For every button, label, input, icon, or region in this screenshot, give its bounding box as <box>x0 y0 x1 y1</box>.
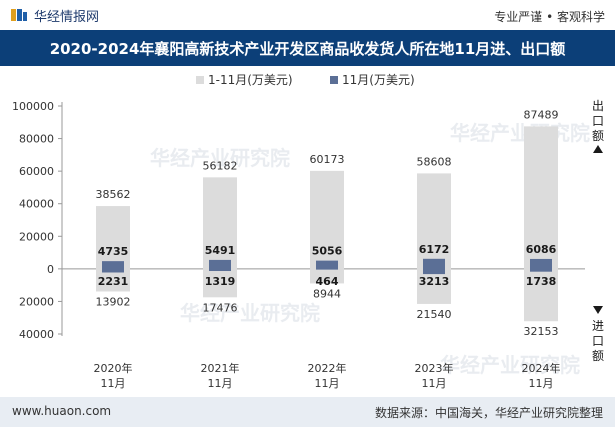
page-title: 2020-2024年襄阳高新技术产业开发区商品收发货人所在地11月进、出口额 <box>49 39 566 58</box>
label-cumulative-import: 21540 <box>417 308 452 321</box>
y-tick-label: 80000 <box>19 133 54 146</box>
title-bar: 2020-2024年襄阳高新技术产业开发区商品收发货人所在地11月进、出口额 <box>0 30 615 66</box>
bar-monthly <box>423 258 445 275</box>
bar-monthly <box>530 258 552 272</box>
label-monthly-import: 3213 <box>419 275 450 288</box>
footer: www.huaon.com 数据来源：中国海关，华经产业研究院整理 <box>0 397 615 427</box>
legend-swatch-monthly <box>330 76 338 84</box>
bars: 38562 13902 4735 2231 56182 17476 5491 1319 6017… <box>96 108 559 338</box>
y-tick-label: 100000 <box>12 100 54 113</box>
bar-monthly <box>102 261 124 273</box>
side-label-export-char: 出 <box>592 99 604 113</box>
x-tick-label: 2023年 11月 <box>415 361 454 390</box>
bar-cumulative <box>417 173 451 304</box>
x-tick-label: 2022年 11月 <box>308 361 347 390</box>
tagline: 专业严谨 • 客观科学 <box>494 10 605 24</box>
legend-swatch-cumulative <box>196 76 204 84</box>
y-tick-label: 0 <box>47 263 54 276</box>
label-monthly-export: 5491 <box>205 244 236 257</box>
side-label-import-char: 额 <box>592 349 604 363</box>
label-cumulative-export: 38562 <box>96 188 131 201</box>
label-cumulative-import: 8944 <box>313 287 341 300</box>
y-tick-label: 20000 <box>19 230 54 243</box>
brand-name: 华经情报网 <box>34 9 100 25</box>
arrow-down-icon <box>593 306 603 314</box>
watermark-text: 华经产业研究院 <box>450 121 590 145</box>
y-tick-label: 60000 <box>19 165 54 178</box>
logo-icon <box>11 9 27 21</box>
watermark-text: 华经产业研究院 <box>150 146 290 170</box>
bar-cumulative <box>96 206 130 292</box>
y-tick-label: 40000 <box>19 328 54 341</box>
label-monthly-export: 4735 <box>98 245 129 258</box>
footer-source: 数据来源：中国海关，华经产业研究院整理 <box>374 406 603 420</box>
label-monthly-import: 2231 <box>98 275 129 288</box>
top-bar: 华经情报网 专业严谨 • 客观科学 <box>0 0 615 30</box>
label-cumulative-export: 60173 <box>310 153 345 166</box>
label-cumulative-export: 87489 <box>524 108 559 121</box>
watermark-text: 华经产业研究院 <box>180 301 320 325</box>
footer-site[interactable]: www.huaon.com <box>12 404 112 418</box>
legend: 1-11月(万美元) 11月(万美元) <box>196 73 415 87</box>
y-tick-label: 40000 <box>19 198 54 211</box>
arrow-up-icon <box>593 145 603 153</box>
label-monthly-export: 6086 <box>526 243 557 256</box>
side-label-export-char: 口 <box>592 114 604 128</box>
label-cumulative-export: 58608 <box>417 155 452 168</box>
label-monthly-export: 6172 <box>419 243 450 256</box>
label-cumulative-import: 32153 <box>524 325 559 338</box>
x-axis-labels: 2020年 11月 2021年 11月 2022年 11月 2023年 11月 2024年 11月 <box>94 361 561 390</box>
side-label-import-char: 进 <box>592 319 604 333</box>
watermark-text: 华经产业研究院 <box>440 353 580 377</box>
label-monthly-import: 1319 <box>205 275 236 288</box>
bar-cumulative <box>524 126 558 322</box>
legend-label-cumulative: 1-11月(万美元) <box>208 73 293 87</box>
label-cumulative-import: 13902 <box>96 295 131 308</box>
y-tick-label: 20000 <box>19 295 54 308</box>
side-label-export-char: 额 <box>592 129 604 143</box>
bar-monthly <box>209 259 231 272</box>
side-label-import-char: 口 <box>592 334 604 348</box>
y-axis: 100000 80000 60000 40000 20000 0 20000 40000 <box>12 100 585 341</box>
brand[interactable]: 华经情报网 <box>10 6 100 25</box>
x-tick-label: 2021年 11月 <box>201 361 240 390</box>
bar-cumulative <box>203 177 237 298</box>
bar-monthly <box>316 260 338 270</box>
label-monthly-export: 5056 <box>312 245 343 258</box>
label-cumulative-export: 56182 <box>203 159 238 172</box>
label-monthly-import: 1738 <box>526 275 557 288</box>
label-cumulative-import: 17476 <box>203 301 238 314</box>
x-tick-label: 2020年 11月 <box>94 361 133 390</box>
x-tick-label: 2024年 11月 <box>522 361 561 390</box>
label-monthly-import: 464 <box>316 275 339 288</box>
legend-label-monthly: 11月(万美元) <box>342 73 415 87</box>
